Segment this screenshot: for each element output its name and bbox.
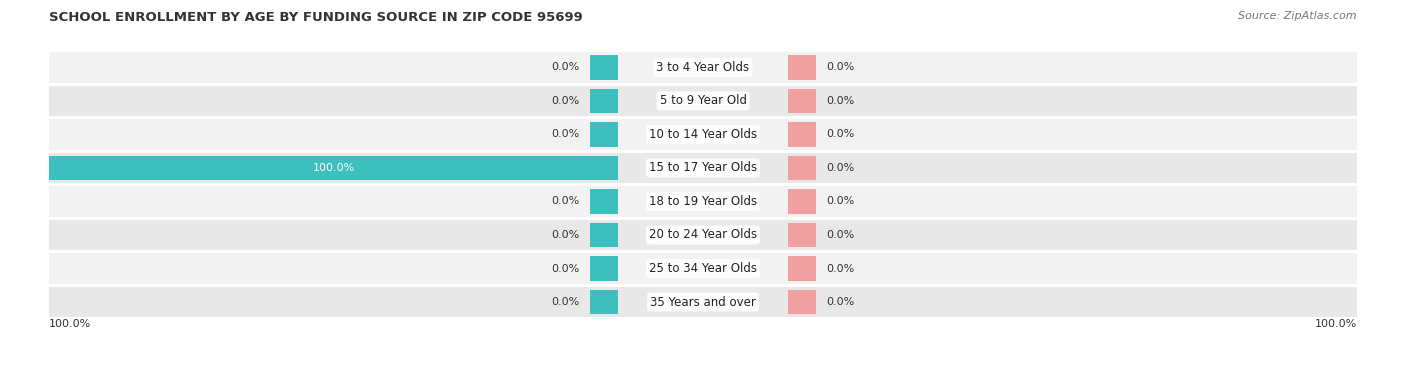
Text: SCHOOL ENROLLMENT BY AGE BY FUNDING SOURCE IN ZIP CODE 95699: SCHOOL ENROLLMENT BY AGE BY FUNDING SOUR… (49, 11, 583, 24)
Text: 3 to 4 Year Olds: 3 to 4 Year Olds (657, 61, 749, 74)
Bar (589, 223, 619, 247)
Text: 0.0%: 0.0% (827, 96, 855, 106)
Text: 0.0%: 0.0% (551, 96, 579, 106)
Bar (589, 290, 619, 314)
Bar (49, 86, 1357, 116)
Bar (787, 223, 817, 247)
Text: Source: ZipAtlas.com: Source: ZipAtlas.com (1239, 11, 1357, 21)
Text: 0.0%: 0.0% (551, 63, 579, 72)
Bar (787, 89, 817, 113)
Text: 0.0%: 0.0% (827, 196, 855, 207)
Text: 20 to 24 Year Olds: 20 to 24 Year Olds (650, 228, 756, 242)
Bar (49, 52, 1357, 83)
Bar (787, 189, 817, 213)
Text: 18 to 19 Year Olds: 18 to 19 Year Olds (650, 195, 756, 208)
Text: 0.0%: 0.0% (827, 63, 855, 72)
Text: 0.0%: 0.0% (551, 264, 579, 273)
Text: 0.0%: 0.0% (551, 230, 579, 240)
Text: 5 to 9 Year Old: 5 to 9 Year Old (659, 95, 747, 107)
Bar (49, 287, 1357, 317)
Bar (589, 55, 619, 80)
Bar (787, 123, 817, 147)
Bar (49, 156, 619, 180)
Bar (787, 290, 817, 314)
Text: 15 to 17 Year Olds: 15 to 17 Year Olds (650, 161, 756, 175)
Bar (49, 153, 1357, 183)
Bar (589, 89, 619, 113)
Text: 25 to 34 Year Olds: 25 to 34 Year Olds (650, 262, 756, 275)
Bar (589, 189, 619, 213)
Text: 0.0%: 0.0% (827, 230, 855, 240)
Bar (589, 256, 619, 280)
Text: 10 to 14 Year Olds: 10 to 14 Year Olds (650, 128, 756, 141)
Text: 0.0%: 0.0% (827, 129, 855, 139)
Text: 0.0%: 0.0% (551, 129, 579, 139)
Text: 0.0%: 0.0% (551, 297, 579, 307)
Bar (589, 123, 619, 147)
Text: 0.0%: 0.0% (827, 297, 855, 307)
Bar (49, 186, 1357, 216)
Bar (787, 55, 817, 80)
Text: 35 Years and over: 35 Years and over (650, 296, 756, 308)
Text: 100.0%: 100.0% (1315, 319, 1357, 329)
Bar (49, 253, 1357, 284)
Text: 0.0%: 0.0% (551, 196, 579, 207)
Text: 0.0%: 0.0% (827, 163, 855, 173)
Text: 100.0%: 100.0% (312, 163, 354, 173)
Text: 100.0%: 100.0% (49, 319, 91, 329)
Bar (49, 120, 1357, 150)
Bar (787, 156, 817, 180)
Bar (787, 256, 817, 280)
Text: 0.0%: 0.0% (827, 264, 855, 273)
Bar (49, 220, 1357, 250)
